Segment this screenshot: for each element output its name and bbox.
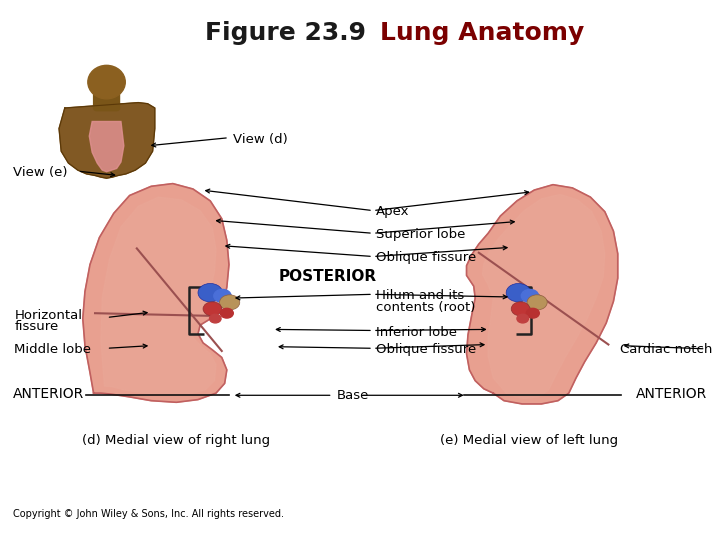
FancyBboxPatch shape bbox=[94, 84, 120, 111]
Text: Cardiac notch: Cardiac notch bbox=[621, 343, 713, 356]
Circle shape bbox=[220, 295, 240, 310]
Text: ANTERIOR: ANTERIOR bbox=[636, 387, 706, 401]
Text: Oblique fissure: Oblique fissure bbox=[376, 343, 476, 356]
Circle shape bbox=[210, 314, 221, 323]
Polygon shape bbox=[101, 197, 216, 395]
Text: POSTERIOR: POSTERIOR bbox=[279, 269, 377, 284]
Text: Base: Base bbox=[337, 389, 369, 402]
Text: View (e): View (e) bbox=[13, 166, 68, 179]
Text: Hilum and its: Hilum and its bbox=[376, 289, 464, 302]
Polygon shape bbox=[59, 103, 155, 178]
Text: Horizontal: Horizontal bbox=[14, 309, 82, 322]
Circle shape bbox=[506, 284, 531, 302]
Text: contents (root): contents (root) bbox=[376, 301, 475, 314]
Text: Lung Anatomy: Lung Anatomy bbox=[380, 21, 585, 44]
Text: Apex: Apex bbox=[376, 205, 410, 218]
Text: Oblique fissure: Oblique fissure bbox=[376, 251, 476, 264]
Circle shape bbox=[526, 308, 539, 318]
Text: (d) Medial view of right lung: (d) Medial view of right lung bbox=[82, 434, 271, 447]
Circle shape bbox=[517, 314, 528, 323]
Polygon shape bbox=[89, 122, 124, 172]
Circle shape bbox=[198, 284, 222, 302]
Circle shape bbox=[511, 302, 530, 316]
Text: Superior lobe: Superior lobe bbox=[376, 228, 465, 241]
Circle shape bbox=[521, 289, 539, 302]
Polygon shape bbox=[83, 184, 229, 402]
Circle shape bbox=[527, 295, 547, 310]
Text: Middle lobe: Middle lobe bbox=[14, 343, 91, 356]
Polygon shape bbox=[482, 194, 605, 399]
Circle shape bbox=[214, 289, 231, 302]
Circle shape bbox=[203, 302, 222, 316]
Text: Inferior lobe: Inferior lobe bbox=[376, 326, 457, 339]
Ellipse shape bbox=[88, 65, 125, 99]
Circle shape bbox=[220, 308, 233, 318]
Text: Figure 23.9: Figure 23.9 bbox=[205, 21, 375, 44]
Text: fissure: fissure bbox=[14, 320, 58, 333]
Polygon shape bbox=[467, 185, 618, 404]
Text: View (d): View (d) bbox=[233, 133, 287, 146]
Text: Copyright © John Wiley & Sons, Inc. All rights reserved.: Copyright © John Wiley & Sons, Inc. All … bbox=[13, 509, 284, 519]
Text: ANTERIOR: ANTERIOR bbox=[14, 387, 84, 401]
Text: (e) Medial view of left lung: (e) Medial view of left lung bbox=[440, 434, 618, 447]
